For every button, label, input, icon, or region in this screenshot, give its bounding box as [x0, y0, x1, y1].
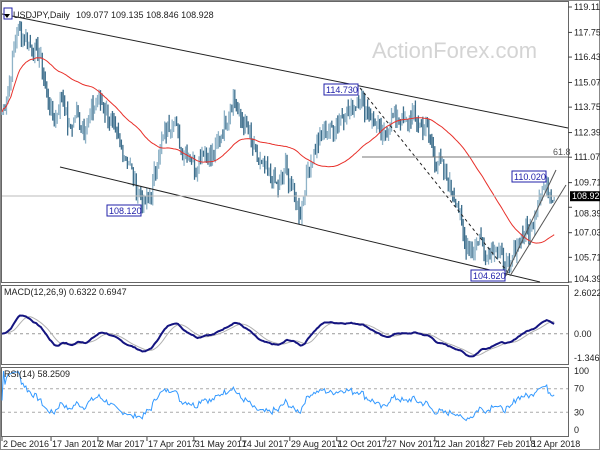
macd-line	[1, 314, 555, 358]
annotation-114730: 114.730	[326, 85, 358, 95]
y-tick-label: 117.750	[574, 27, 600, 37]
macd-label: MACD(12,26,9) 0.6322 0.6947	[4, 287, 127, 297]
macd-tick-label: -1.346	[574, 353, 600, 363]
macd-tick-label: 2.6022	[574, 288, 600, 298]
macd-signal-line	[1, 316, 555, 356]
rsi-tick-label: 0	[574, 425, 579, 435]
rising-channel-upper-line	[504, 169, 557, 278]
current-price-tag	[570, 191, 600, 202]
price-panel-frame	[1, 1, 569, 283]
y-tick-label: 109.710	[574, 178, 600, 188]
rsi-tick-label: 30	[574, 407, 584, 417]
moving-average-line	[1, 57, 555, 244]
y-tick-label: 111.070	[574, 152, 600, 162]
x-tick-label: 17 Apr 2017	[148, 439, 197, 449]
y-tick-label: 116.430	[574, 52, 600, 62]
y-tick-label: 113.750	[574, 102, 600, 112]
annotation-108120: 108.120	[109, 206, 142, 216]
x-tick-label: 12 Oct 2017	[338, 439, 387, 449]
decline-dashed-line	[359, 87, 511, 276]
annotation-104620-box	[470, 269, 506, 282]
x-tick-label: 29 Aug 2017	[291, 439, 342, 449]
x-tick-label: 12 Apr 2018	[532, 439, 581, 449]
ohlc-readout: 109.077 109.135 108.846 108.928	[76, 10, 214, 20]
rsi-tick-label: 70	[574, 384, 584, 394]
y-tick-label: 105.710	[574, 252, 600, 262]
x-tick-label: 2 Mar 2017	[99, 439, 145, 449]
rsi-label: RSI(14) 58.2509	[4, 369, 70, 379]
y-tick-label: 107.030	[574, 228, 600, 238]
annotation-110020-box	[511, 170, 547, 183]
x-tick-label: 27 Feb 2018	[485, 439, 536, 449]
macd-panel-frame	[1, 285, 569, 365]
edge-label-box	[3, 7, 13, 20]
y-tick-label: 112.390	[574, 128, 600, 138]
y-tick-label: 115.070	[574, 77, 600, 87]
x-tick-label: 2 Dec 2016	[3, 439, 49, 449]
x-tick-label: 27 Nov 2017	[387, 439, 438, 449]
y-tick-label: 119.110	[574, 2, 600, 12]
watermark: ActionForex.com	[372, 38, 537, 63]
x-tick-label: 12 Jan 2018	[436, 439, 486, 449]
annotation-114730-box	[323, 83, 359, 96]
lower-channel-trendline	[59, 166, 541, 283]
current-price-label: 108.928	[572, 191, 600, 201]
y-tick-label: 104.390	[574, 274, 600, 284]
macd-tick-label: 0.00	[574, 329, 592, 339]
dropdown-triangle-icon[interactable]	[4, 14, 10, 18]
rsi-tick-label: 100	[574, 366, 589, 376]
annotation-108120-box	[106, 204, 142, 217]
upper-channel-trendline	[1, 13, 569, 129]
rsi-line	[1, 370, 555, 422]
rising-channel-lower-line	[509, 184, 567, 277]
annotation-110020: 110.020	[514, 172, 546, 182]
y-tick-label: 108.390	[574, 208, 600, 218]
rsi-panel-frame	[1, 367, 569, 437]
fib-label: 61.8	[553, 147, 571, 157]
x-tick-label: 17 Jan 2017	[52, 439, 102, 449]
x-tick-label: 14 Jul 2017	[242, 439, 289, 449]
x-tick-label: 31 May 2017	[195, 439, 247, 449]
annotation-104620: 104.620	[473, 271, 506, 281]
symbol-label: USDJPY,Daily	[13, 10, 70, 20]
